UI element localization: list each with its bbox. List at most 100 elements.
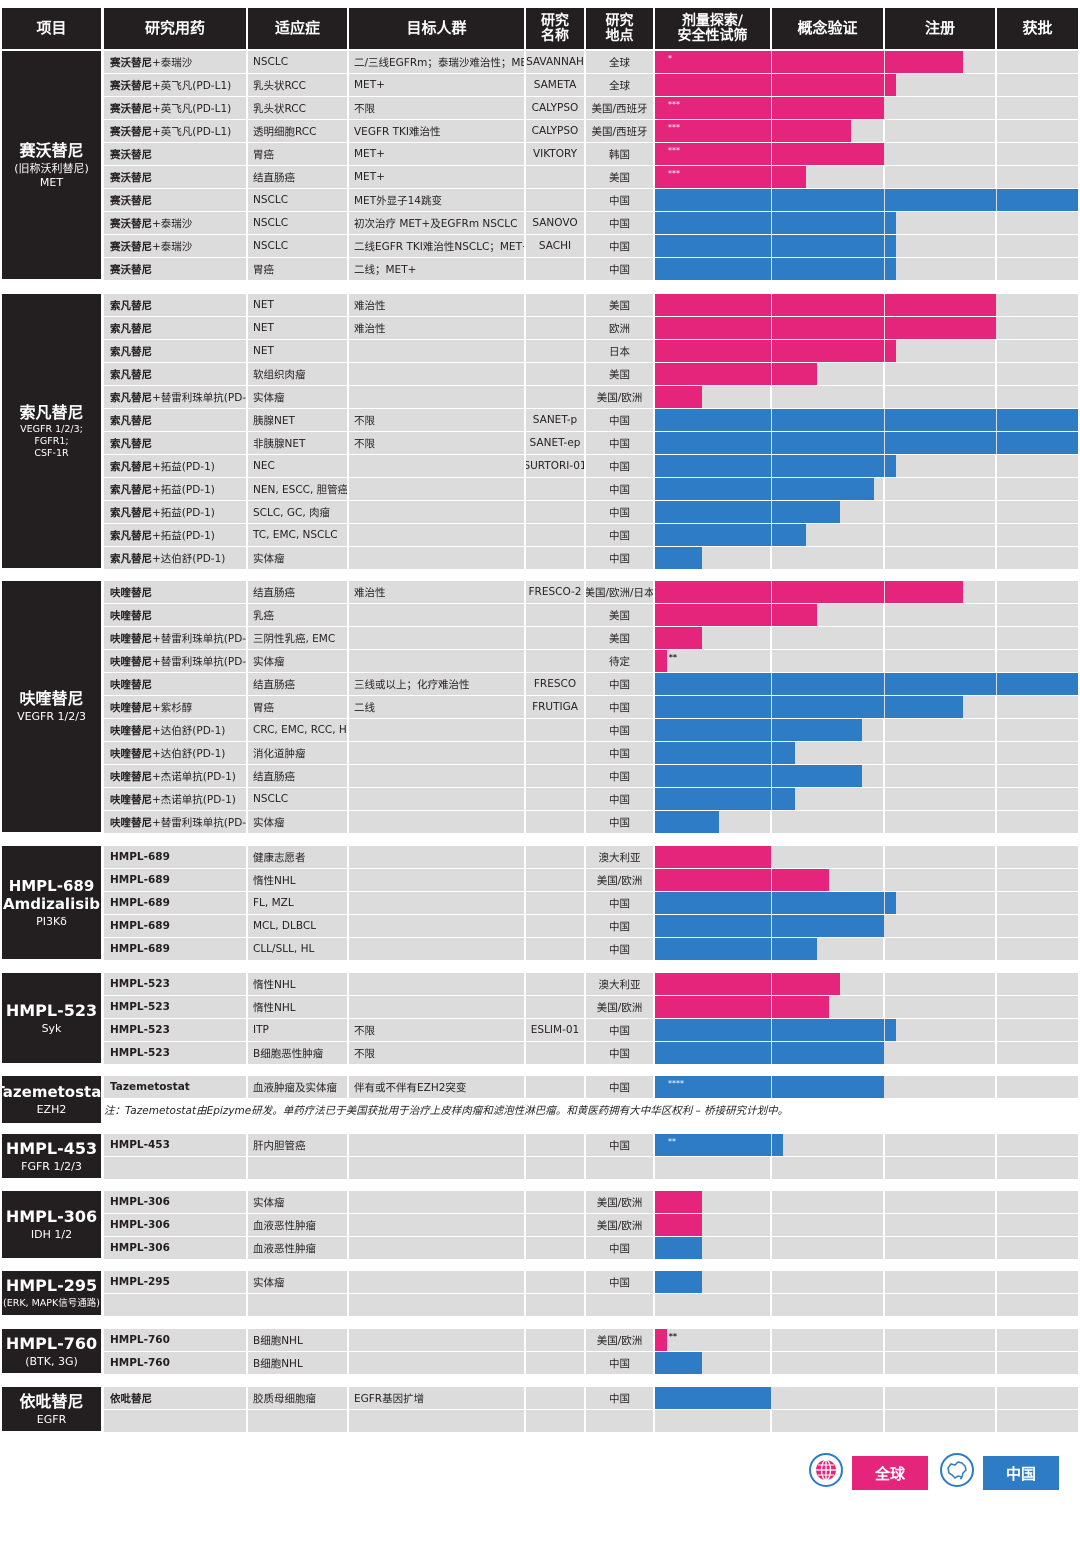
empty-cell (526, 1410, 584, 1432)
cell-drug: HMPL-306 (104, 1191, 246, 1213)
cell-drug: 赛沃替尼 +英飞凡(PD-L1) (104, 120, 246, 142)
cell-indication: 血液肿瘤及实体瘤 (248, 1076, 347, 1098)
progress-bar (655, 892, 897, 914)
cell-indication: CRC, EMC, RCC, HCC (248, 719, 347, 741)
drug-combo: +泰瑞沙 (152, 56, 193, 69)
cell-drug: 索凡替尼 (104, 409, 246, 431)
drug-name: HMPL-523 (110, 978, 170, 990)
cell-drug: 赛沃替尼 +泰瑞沙 (104, 212, 246, 234)
cell-drug: Tazemetostat (104, 1076, 246, 1098)
drug-name: HMPL-306 (110, 1196, 170, 1208)
footnote-mark: *** (668, 123, 680, 132)
drug-name: 索凡替尼 (110, 391, 152, 404)
drug-name: 赛沃替尼 (110, 263, 152, 276)
empty-cell (655, 1410, 770, 1432)
drug-name: 索凡替尼 (110, 483, 152, 496)
cell-drug: 索凡替尼 +拓益(PD-1) (104, 455, 246, 477)
phase-divider (884, 409, 885, 431)
cell-population: 二线EGFR TKI难治性NSCLC；MET+ (349, 235, 524, 257)
cell-location: 中国 (586, 765, 653, 787)
header-1: 研究用药 (104, 8, 246, 49)
cell-drug: 索凡替尼 +拓益(PD-1) (104, 478, 246, 500)
drug-name: 呋喹替尼 (110, 586, 152, 599)
drug-name: 索凡替尼 (110, 368, 152, 381)
phase-divider (771, 524, 772, 546)
cell-location: 中国 (586, 189, 653, 211)
cell-location: 中国 (586, 432, 653, 454)
cell-indication: 乳癌 (248, 604, 347, 626)
cell-study: FRESCO-2 (526, 581, 584, 603)
empty-cell (772, 1157, 883, 1179)
cell-indication: NET (248, 317, 347, 339)
phase-divider (884, 143, 885, 165)
drug-name: 索凡替尼 (110, 552, 152, 565)
progress-bar (655, 294, 997, 316)
phase-cell (997, 501, 1078, 523)
drug-name: 呋喹替尼 (110, 655, 152, 668)
progress-bar (655, 765, 863, 787)
cell-study (526, 973, 584, 995)
phase-divider (996, 673, 997, 695)
cell-population (349, 765, 524, 787)
phase-cell (885, 869, 995, 891)
drug-name: HMPL-453 (110, 1139, 170, 1151)
phase-divider (996, 432, 997, 454)
phase-divider (771, 212, 772, 234)
phase-cell (997, 120, 1078, 142)
cell-population (349, 973, 524, 995)
cell-indication: 肝内胆管癌 (248, 1134, 347, 1156)
cell-drug: 呋喹替尼+替雷利珠单抗(PD-1) (104, 650, 246, 672)
cell-drug: HMPL-523 (104, 1042, 246, 1064)
cell-location: 欧洲 (586, 317, 653, 339)
cell-population: EGFR基因扩增 (349, 1387, 524, 1409)
cell-indication: 非胰腺NET (248, 432, 347, 454)
empty-cell (104, 1157, 246, 1179)
empty-cell (526, 1157, 584, 1179)
cell-study: SACHI (526, 235, 584, 257)
group-subtitle: EGFR (36, 1412, 67, 1426)
phase-cell (997, 317, 1078, 339)
drug-name: 呋喹替尼 (110, 632, 152, 645)
progress-bar (655, 938, 818, 960)
phase-divider (884, 455, 885, 477)
drug-combo: +达伯舒(PD-1) (152, 552, 226, 565)
cell-indication: ITP (248, 1019, 347, 1041)
cell-indication: 惰性NHL (248, 973, 347, 995)
drug-name: 赛沃替尼 (110, 56, 152, 69)
drug-name: HMPL-689 (110, 943, 170, 955)
cell-indication: 三阴性乳癌, EMC (248, 627, 347, 649)
cell-population (349, 811, 524, 833)
phase-cell (885, 1042, 995, 1064)
phase-cell (885, 742, 995, 764)
cell-location: 韩国 (586, 143, 653, 165)
drug-name: HMPL-689 (110, 874, 170, 886)
cell-population: 伴有或不伴有EZH2突变 (349, 1076, 524, 1098)
footnote-mark: *** (668, 146, 680, 155)
drug-name: HMPL-689 (110, 897, 170, 909)
footnote-mark: **** (668, 1079, 684, 1088)
progress-bar (655, 455, 897, 477)
cell-drug: 赛沃替尼 +英飞凡(PD-L1) (104, 97, 246, 119)
cell-drug: 呋喹替尼+替雷利珠单抗(PD-1) (104, 627, 246, 649)
empty-cell (586, 1294, 653, 1316)
progress-bar (655, 386, 702, 408)
empty-cell (349, 1294, 524, 1316)
cell-drug: HMPL-689 (104, 869, 246, 891)
progress-bar (655, 627, 702, 649)
cell-population (349, 650, 524, 672)
phase-divider (771, 765, 772, 787)
empty-cell (586, 1157, 653, 1179)
cell-study (526, 996, 584, 1018)
phase-cell (885, 363, 995, 385)
phase-cell (885, 340, 995, 362)
cell-population: MET外显子14跳变 (349, 189, 524, 211)
cell-location: 美国 (586, 294, 653, 316)
empty-cell (104, 1410, 246, 1432)
group-7: HMPL-306 IDH 1/2 (2, 1191, 101, 1258)
phase-cell (997, 1237, 1078, 1259)
phase-divider (996, 409, 997, 431)
cell-drug: 赛沃替尼 (104, 189, 246, 211)
cell-study (526, 846, 584, 868)
phase-divider (771, 409, 772, 431)
